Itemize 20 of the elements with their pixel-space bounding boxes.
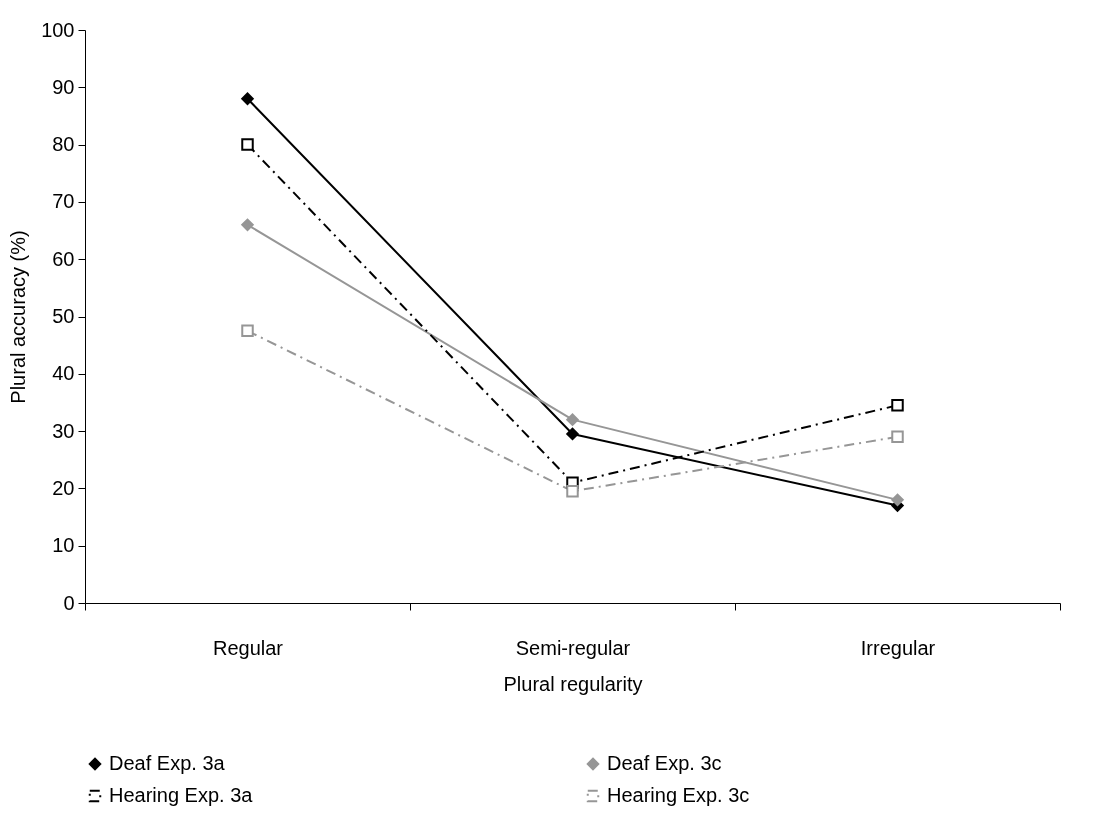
y-tick-label: 0: [63, 591, 75, 614]
x-tick-label: Semi-regular: [515, 636, 631, 659]
legend-label: Hearing Exp. 3a: [109, 784, 254, 806]
legend-label: Hearing Exp. 3c: [607, 784, 750, 806]
y-tick-label: 70: [52, 190, 75, 213]
legend-label: Deaf Exp. 3c: [607, 752, 722, 774]
y-tick-label: 60: [52, 247, 75, 270]
y-tick-label: 30: [52, 419, 75, 442]
y-tick-label: 100: [41, 18, 75, 41]
y-tick-label: 50: [52, 305, 75, 327]
y-tick-label: 90: [52, 75, 75, 98]
x-tick-label: Regular: [212, 636, 284, 659]
x-tick-label: Irregular: [860, 636, 936, 659]
y-tick-label: 40: [52, 362, 75, 385]
x-axis-title: Plural regularity: [503, 672, 643, 695]
y-tick-label: 20: [52, 476, 75, 499]
y-axis-title: Plural accuracy (%): [7, 230, 30, 404]
y-tick-label: 80: [52, 133, 75, 156]
y-tick-label: 10: [52, 534, 75, 557]
legend-label: Deaf Exp. 3a: [109, 752, 226, 774]
